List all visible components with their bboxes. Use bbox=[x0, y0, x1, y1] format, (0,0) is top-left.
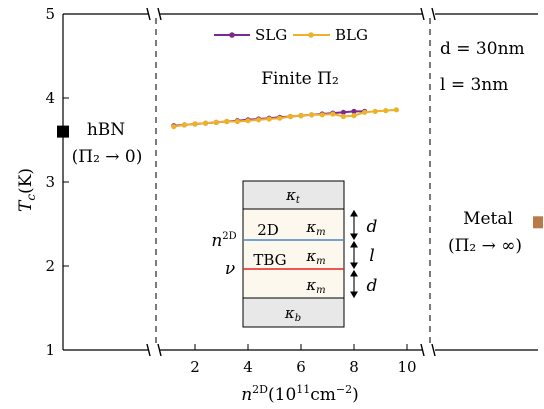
hbn-sublabel: (Π₂ → 0) bbox=[72, 147, 143, 167]
axis-break-marks bbox=[146, 7, 436, 357]
dim-d-bottom: d bbox=[367, 276, 378, 296]
data-point-blg bbox=[393, 107, 399, 113]
param-l: l = 3nm bbox=[440, 75, 508, 95]
data-point-blg bbox=[372, 108, 378, 114]
dim-l: l bbox=[369, 246, 374, 266]
x-tick-label: 8 bbox=[349, 358, 359, 376]
x-axis-title: n2D(1011cm−2) bbox=[241, 383, 359, 405]
y-tick-label: 5 bbox=[45, 5, 55, 23]
data-point-blg bbox=[266, 116, 272, 122]
x-tick-label: 10 bbox=[397, 358, 416, 376]
legend-marker-slg bbox=[229, 32, 235, 38]
data-point-slg bbox=[340, 109, 346, 115]
data-point-blg bbox=[213, 119, 219, 125]
data-point-blg bbox=[245, 118, 251, 124]
hbn-label: hBN bbox=[87, 120, 125, 140]
kappa-t-label: κt bbox=[285, 186, 301, 206]
kappa-b-label: κb bbox=[284, 304, 301, 324]
metal-marker bbox=[533, 216, 543, 229]
data-point-blg bbox=[287, 113, 293, 120]
legend-label-blg: BLG bbox=[335, 26, 368, 44]
n2d-label: n2D bbox=[211, 231, 236, 251]
data-point-blg bbox=[340, 113, 346, 120]
y-axis-title: Tc(K) bbox=[16, 168, 38, 212]
center-label: Finite Π₂ bbox=[261, 69, 339, 89]
series-line-blg bbox=[173, 108, 397, 128]
layer-tbg-label: TBG bbox=[253, 251, 286, 269]
kappa-m-label: κm bbox=[305, 247, 325, 267]
metal-label: Metal bbox=[463, 209, 513, 229]
data-point-blg bbox=[330, 111, 336, 117]
y-tick-label: 1 bbox=[45, 341, 55, 359]
data-point-blg bbox=[224, 118, 230, 125]
data-point-blg bbox=[319, 112, 325, 118]
data-point-blg bbox=[181, 122, 187, 128]
hbn-marker bbox=[57, 125, 69, 138]
y-tick-label: 2 bbox=[45, 257, 55, 275]
data-point-blg bbox=[277, 115, 283, 121]
hbn-annotation: hBN (Π₂ → 0) bbox=[57, 120, 142, 167]
param-d: d = 30nm bbox=[440, 39, 525, 59]
data-point-blg bbox=[383, 108, 389, 114]
legend-marker-blg bbox=[308, 32, 314, 38]
data-point-blg bbox=[309, 112, 315, 118]
nu-label: ν bbox=[225, 259, 235, 279]
data-point-blg bbox=[298, 113, 304, 119]
metal-sublabel: (Π₂ → ∞) bbox=[448, 236, 522, 256]
legend-label-slg: SLG bbox=[255, 26, 287, 44]
y-axis: 5 4 3 2 1 Tc(K) bbox=[16, 5, 69, 359]
kappa-m-label: κm bbox=[305, 218, 325, 238]
y-tick-label: 3 bbox=[45, 173, 55, 191]
data-point-blg bbox=[192, 121, 198, 127]
x-tick-label: 2 bbox=[190, 358, 200, 376]
metal-annotation: Metal (Π₂ → ∞) bbox=[448, 209, 543, 256]
data-point-blg bbox=[203, 120, 209, 126]
layer-2d-label: 2D bbox=[257, 221, 279, 239]
data-point-blg bbox=[234, 118, 240, 125]
legend: SLG BLG bbox=[214, 26, 368, 44]
data-point-blg bbox=[171, 124, 177, 130]
x-tick-label: 4 bbox=[243, 358, 253, 376]
x-axis: 2 4 6 8 10 n2D(1011cm−2) bbox=[190, 344, 417, 405]
dim-d-top: d bbox=[367, 217, 378, 237]
data-point-blg bbox=[256, 117, 262, 123]
y-tick-label: 4 bbox=[45, 89, 55, 107]
kappa-m-label: κm bbox=[305, 276, 325, 296]
data-point-blg bbox=[351, 113, 357, 119]
data-point-blg bbox=[362, 109, 368, 115]
x-tick-label: 6 bbox=[296, 358, 306, 376]
heterostructure-inset: κt κm κm κm κb 2D TBG n2D ν d l d bbox=[211, 180, 378, 328]
series-layer bbox=[171, 107, 399, 130]
data-point-slg bbox=[351, 108, 357, 114]
